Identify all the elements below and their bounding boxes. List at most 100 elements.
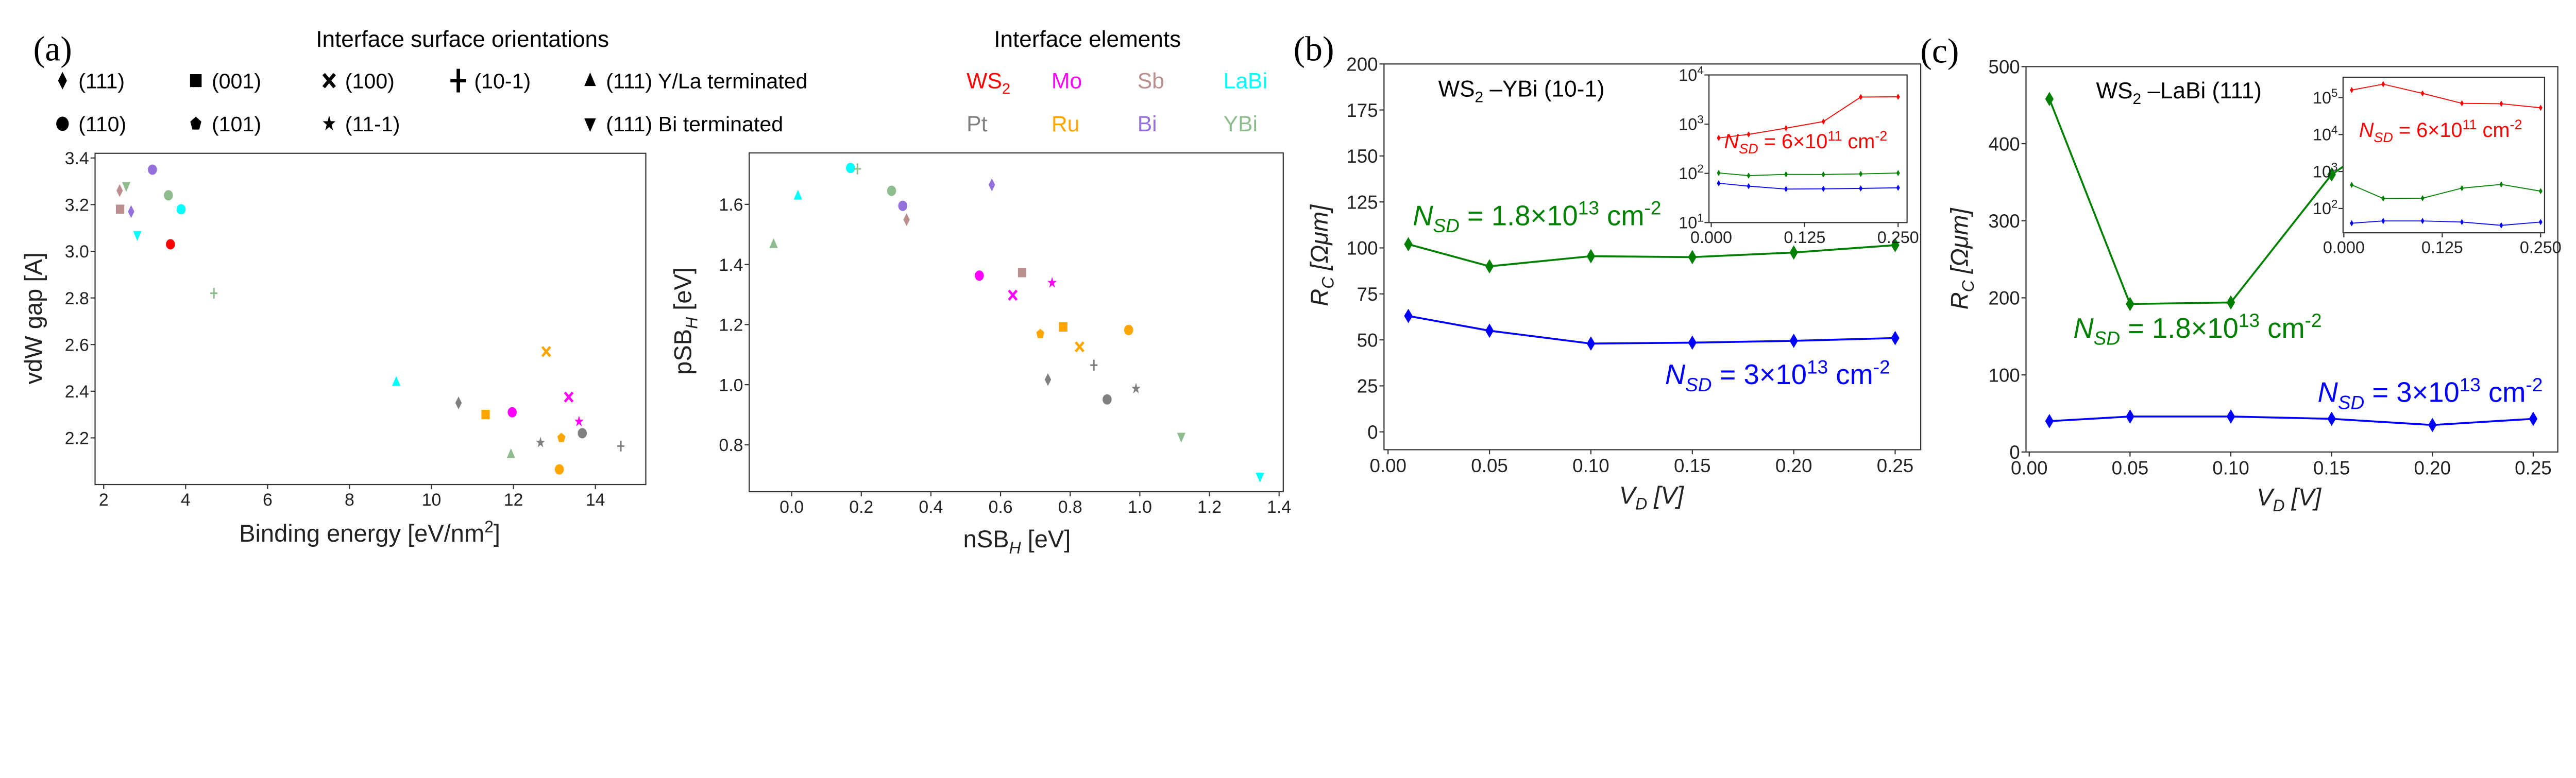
data-point-ru (481, 410, 490, 420)
x-tick-label: 0.05 (1471, 455, 1508, 476)
y-tick-label-exponent: 4 (1697, 64, 1704, 77)
x-axis-label-part: ] (494, 520, 500, 547)
data-point-ybi (210, 287, 218, 299)
y-tick-label: 2.4 (65, 382, 89, 402)
plus-marker-icon (450, 68, 466, 93)
elements-legend-title: Interface elements (994, 27, 1181, 52)
inset-series-path (2351, 220, 2541, 226)
series-annotation-part: -2 (2305, 310, 2322, 331)
inset-data-point-marker (1896, 170, 1900, 177)
data-point-labi (133, 231, 142, 241)
data-point-mo (975, 270, 984, 281)
data-point-ws2 (166, 239, 175, 250)
y-tick-label: 1.2 (719, 316, 743, 335)
x-tick-label: 4 (181, 490, 191, 510)
data-point-pt (1131, 383, 1141, 394)
y-tick-label: 175 (1346, 100, 1378, 121)
series-annotation-part: N (2073, 313, 2094, 344)
panel-label-a: (a) (33, 30, 72, 68)
data-point-mo (564, 391, 574, 403)
y-axis-label-part: [eV] (669, 267, 697, 317)
chart-title: WS2 –LaBi (111) (2096, 78, 2262, 108)
data-point-labi (176, 204, 186, 215)
chart-title-part: –LaBi (111) (2141, 78, 2262, 103)
x-tick-label: 0.15 (2313, 458, 2350, 479)
y-tick-label-exponent: 5 (2331, 87, 2338, 99)
data-point-ybi (164, 190, 173, 201)
x-tick-label: 0.000 (2323, 238, 2365, 257)
inset-data-point-marker (1784, 125, 1788, 131)
y-tick-label: 2.2 (65, 429, 89, 448)
legend-item-orientation: (110) (56, 112, 126, 136)
data-point-pt (1103, 394, 1112, 405)
series-annotation-part: cm (2481, 377, 2526, 408)
y-tick-label: 104 (2313, 124, 2338, 144)
data-point-ru (557, 433, 566, 442)
inset-data-point-marker (1859, 94, 1863, 100)
legend-element-label: YBi (1224, 112, 1258, 136)
data-point-pt (1044, 373, 1052, 386)
y-tick-label: 105 (2313, 87, 2338, 107)
data-point-labi (1256, 473, 1264, 483)
rc-vs-vd-labi-chart: 0.00 0.05 0.10 0.15 0.20 0.250100200300400500… (1945, 57, 2561, 515)
data-point-ru (1074, 341, 1084, 353)
y-tick-label: 1.6 (719, 195, 743, 215)
series-annotation-part: = 3×10 (1712, 359, 1807, 390)
inset-series-annotation-part: SD (1739, 141, 1758, 157)
triangle-up-marker-icon (584, 72, 596, 87)
inset-data-point-marker (2420, 195, 2425, 201)
y-tick-label: 150 (1346, 146, 1378, 167)
y-tick-label: 0 (2009, 442, 2020, 463)
orientations-legend-title: Interface surface orientations (316, 27, 609, 52)
data-point-marker (1688, 335, 1697, 350)
x-tick-label: 0.10 (1572, 455, 1609, 476)
legend-element-label: LaBi (1224, 68, 1267, 93)
x-axis-label-part: [V] (1647, 481, 1684, 509)
series-annotation-part: SD (1433, 215, 1460, 236)
legend-element-label-part: Sb (1138, 68, 1164, 93)
x-tick-label: 2 (99, 490, 109, 510)
inset-data-point-marker (2460, 219, 2464, 226)
legend-item-label: (001) (212, 69, 261, 93)
data-point-sb (903, 213, 910, 227)
legend-item-orientation: (111) (58, 69, 125, 93)
y-tick-label: 200 (1346, 54, 1378, 75)
chart-title-part: –YBi (10-1) (1483, 76, 1604, 101)
x-tick-label: 0.000 (1690, 228, 1732, 247)
x-tick-label: 0.20 (2414, 458, 2451, 479)
x-tick-label: 0.250 (1877, 228, 1919, 247)
series-annotation-part: 13 (1578, 198, 1599, 219)
y-tick-label: 25 (1357, 376, 1378, 397)
legend-element-label: Pt (967, 112, 987, 136)
y-axis-label-part: vdW gap [A] (20, 252, 47, 384)
data-point-marker (1586, 249, 1596, 264)
legend-item-orientation: (101) (190, 112, 261, 136)
x-tick-label: 1.0 (1128, 497, 1152, 517)
y-tick-label-base: 10 (2313, 126, 2331, 144)
y-tick-label: 3.2 (65, 196, 89, 215)
x-tick-label: 0.10 (2212, 458, 2249, 479)
legend-item-orientation: (10-1) (450, 68, 531, 93)
data-point-pt (455, 396, 462, 409)
inset-series-annotation-part: -2 (2510, 117, 2522, 132)
y-tick-label: 125 (1346, 192, 1378, 213)
y-tick-label: 50 (1357, 330, 1378, 351)
y-axis-label-part: pSB (669, 329, 697, 375)
x-tick-label: 12 (504, 490, 523, 510)
data-point-ybi (854, 163, 861, 175)
legend-element-label: Bi (1138, 112, 1157, 136)
y-tick-label-base: 10 (1679, 66, 1697, 84)
x-tick-label: 1.4 (1267, 497, 1291, 517)
legend-item-label: (11-1) (345, 112, 400, 136)
y-tick-label: 0 (1367, 422, 1378, 443)
series-annotation-part: = 1.8×10 (2120, 313, 2239, 344)
legend-item-orientation: (001) (190, 69, 261, 93)
chart-title: WS2 –YBi (10-1) (1438, 76, 1604, 106)
series-annotation-part: 13 (2239, 310, 2260, 331)
thin-diamond-marker-icon (58, 72, 67, 90)
elements-legend: WS2 Mo Sb LaBi Pt Ru Bi YBi (967, 68, 1267, 136)
series-annotation-part: N (2318, 377, 2338, 408)
y-tick-label-exponent: 3 (1697, 113, 1704, 126)
y-tick-label-base: 10 (2313, 89, 2331, 107)
